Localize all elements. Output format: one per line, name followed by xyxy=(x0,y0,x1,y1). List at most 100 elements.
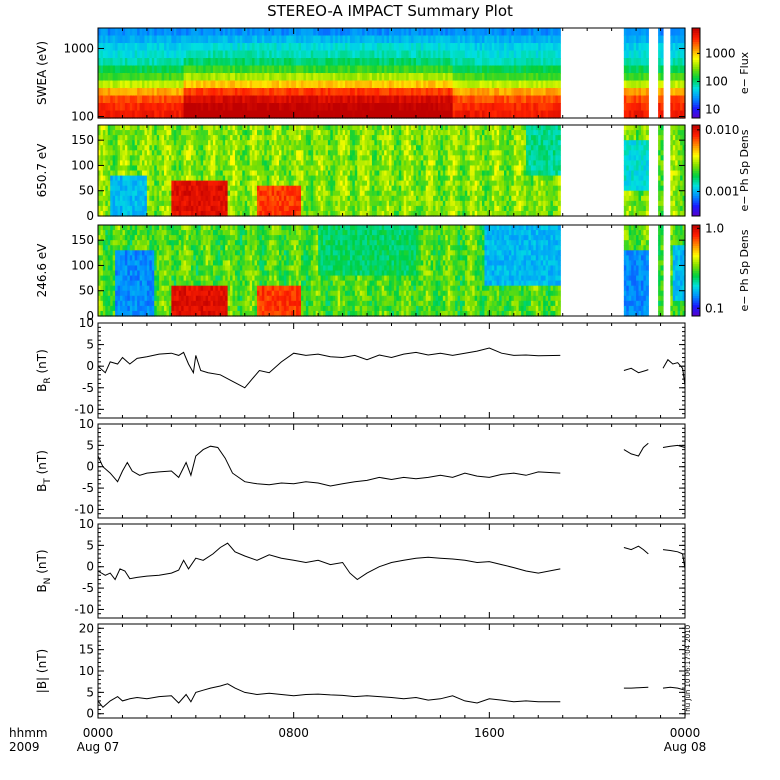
heatmap-cell xyxy=(396,180,400,187)
heatmap-cell xyxy=(227,140,231,146)
heatmap-cell xyxy=(203,145,207,151)
heatmap-cell xyxy=(193,140,197,146)
heatmap-cell xyxy=(178,130,182,136)
heatmap-cell xyxy=(435,43,439,52)
heatmap-cell xyxy=(633,28,637,37)
heatmap-cell xyxy=(291,155,295,161)
colorbar-step xyxy=(692,50,700,54)
heatmap-cell xyxy=(256,210,261,217)
heatmap-cell xyxy=(298,165,302,172)
heatmap-cell xyxy=(376,145,380,151)
heatmap-cell xyxy=(122,140,126,146)
heatmap-cell xyxy=(193,125,197,131)
heatmap-cell xyxy=(337,145,341,151)
heatmap-cell xyxy=(159,210,163,217)
heatmap-cell xyxy=(645,43,649,52)
heatmap-cell xyxy=(437,88,442,97)
heatmap-cell xyxy=(506,95,510,104)
heatmap-cell xyxy=(357,150,361,156)
heatmap-cell xyxy=(354,205,358,212)
heatmap-cell xyxy=(342,175,346,182)
heatmap-cell xyxy=(352,65,356,74)
heatmap-cell xyxy=(342,205,346,212)
colorbar-step xyxy=(692,64,700,67)
heatmap-cell xyxy=(376,88,380,97)
heatmap-cell xyxy=(261,88,265,97)
heatmap-cell xyxy=(249,155,253,161)
heatmap-cell xyxy=(320,73,324,82)
heatmap-cell xyxy=(291,195,295,202)
heatmap-cell xyxy=(234,140,239,146)
heatmap-cell xyxy=(244,150,248,156)
heatmap-cell xyxy=(631,73,635,82)
heatmap-cell xyxy=(149,95,153,104)
heatmap-cell xyxy=(381,28,385,37)
heatmap-cell xyxy=(310,35,314,44)
heatmap-cell xyxy=(342,140,346,146)
heatmap-cell xyxy=(369,190,373,197)
heatmap-cell xyxy=(198,185,202,192)
heatmap-cell xyxy=(484,58,488,67)
heatmap-cell xyxy=(149,80,153,89)
heatmap-cell xyxy=(323,205,327,212)
heatmap-cell xyxy=(98,88,102,97)
heatmap-cell xyxy=(274,150,278,156)
heatmap-cell xyxy=(269,110,273,119)
heatmap-cell xyxy=(98,205,102,212)
heatmap-cell xyxy=(205,140,209,146)
heatmap-cell xyxy=(398,130,402,136)
heatmap-cell xyxy=(188,180,192,187)
heatmap-cell xyxy=(120,50,124,59)
heatmap-cell xyxy=(411,140,415,146)
heatmap-cell xyxy=(110,150,114,156)
heatmap-cell xyxy=(193,73,197,82)
heatmap-cell xyxy=(545,110,549,119)
heatmap-cell xyxy=(168,95,172,104)
colorbar-step xyxy=(692,93,700,96)
heatmap-cell xyxy=(212,180,216,187)
heatmap-cell xyxy=(327,210,331,217)
heatmap-cell xyxy=(247,28,251,37)
heatmap-cell xyxy=(198,200,202,207)
heatmap-cell xyxy=(494,88,498,97)
heatmap-cell xyxy=(543,28,547,37)
heatmap-cell xyxy=(332,190,336,197)
heatmap-cell xyxy=(112,180,116,187)
heatmap-cell xyxy=(266,88,270,97)
heatmap-cell xyxy=(186,185,190,192)
heatmap-cell xyxy=(320,145,324,151)
colorbar-step xyxy=(692,97,700,101)
heatmap-cell xyxy=(401,103,405,112)
heatmap-cell xyxy=(134,165,138,172)
heatmap-cell xyxy=(120,195,124,202)
heatmap-cell xyxy=(186,155,190,161)
heatmap-cell xyxy=(298,50,302,59)
heatmap-cell xyxy=(670,73,674,82)
heatmap-cell xyxy=(489,50,493,59)
heatmap-cell xyxy=(411,185,415,192)
heatmap-cell xyxy=(364,205,368,212)
heatmap-cell xyxy=(146,195,150,202)
heatmap-cell xyxy=(327,170,331,177)
heatmap-cell xyxy=(533,110,537,119)
heatmap-cell xyxy=(379,65,383,74)
heatmap-cell xyxy=(107,58,111,67)
heatmap-cell xyxy=(291,160,295,167)
heatmap-cell xyxy=(190,175,194,182)
heatmap-cell xyxy=(337,195,341,202)
heatmap-cell xyxy=(440,73,444,82)
heatmap-cell xyxy=(210,200,214,207)
heatmap-cell xyxy=(120,73,124,82)
heatmap-cell xyxy=(220,145,224,151)
heatmap-cell xyxy=(212,110,216,119)
heatmap-cell xyxy=(120,155,124,161)
heatmap-cell xyxy=(303,28,307,37)
heatmap-cell xyxy=(337,135,341,141)
heatmap-cell xyxy=(144,165,148,172)
heatmap-cell xyxy=(156,200,160,207)
heatmap-cell xyxy=(107,28,111,37)
heatmap-cell xyxy=(501,88,505,97)
heatmap-cell xyxy=(374,190,378,197)
heatmap-cell xyxy=(337,165,341,172)
heatmap-cell xyxy=(474,110,478,119)
